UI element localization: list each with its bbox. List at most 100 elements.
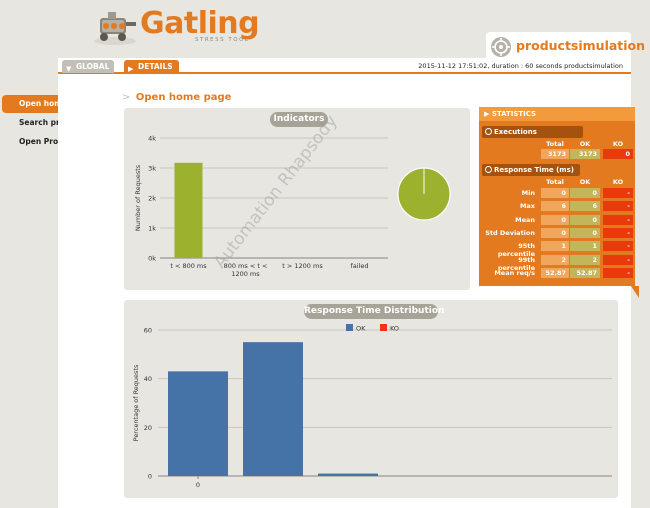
statistics-corner (631, 286, 639, 298)
tab-global-label: GLOBAL (76, 62, 110, 71)
rtd-panel: Response Time Distribution 0 20 40 60 Percen… (124, 300, 618, 498)
indicators-xtick-label: failed (350, 262, 368, 270)
indicators-title: Indicators (270, 112, 328, 127)
response-time-header: Response Time (ms) (482, 164, 580, 176)
rtd-ytick-label: 0 (148, 473, 152, 481)
refresh-icon (485, 128, 492, 135)
stats-row-label: 95th percentile (497, 242, 535, 259)
stats-ok-value: 1 (570, 241, 600, 252)
statistics-title: ▶ STATISTICS (479, 107, 635, 121)
page-title-text: Open home page (135, 92, 232, 103)
indicators-chart: 0k 1k 2k 3k 4k Number of Requests t < 800 ms 80… (134, 135, 451, 278)
stats-column-header: OK (579, 178, 591, 186)
stats-column-header: OK (579, 140, 591, 148)
stats-column-header: KO (612, 178, 624, 186)
main-content: ▼ GLOBAL ▶ DETAILS 2015-11-12 17:51:02, … (58, 58, 639, 508)
rtd-ytick-label: 60 (144, 327, 152, 335)
target-icon (491, 37, 511, 57)
chevron-right-icon: > (122, 92, 131, 103)
rtd-chart: 0 20 40 60 Percentage of Requests OK KO 0 (132, 324, 612, 489)
indicators-bar[interactable] (174, 162, 203, 258)
indicators-xtick-label: t > 1200 ms (282, 262, 323, 270)
stats-ok-value: 52.87 (570, 267, 600, 278)
sidebar-item-open-product[interactable]: Open Product (19, 137, 77, 146)
stats-total-value: 6 (541, 201, 569, 212)
indicators-ytick-label: 0k (148, 255, 156, 263)
stats-ko-value: - (603, 267, 633, 278)
stats-ok-value: 0 (570, 227, 600, 238)
brand-name: Gatling (140, 6, 260, 41)
executions-total-value: 3173 (541, 149, 569, 159)
stats-column-header: KO (612, 140, 624, 148)
executions-ok-value: 3173 (570, 149, 600, 159)
stats-ok-value: 0 (570, 188, 600, 198)
rtd-bar[interactable] (243, 342, 303, 476)
rtd-legend-swatch[interactable] (346, 324, 353, 331)
indicators-ylabel: Number of Requests (134, 164, 142, 231)
indicators-panel: Indicators 0k 1k 2k 3k 4k Number of Requests t… (124, 108, 470, 290)
tab-global[interactable]: ▼ GLOBAL (62, 60, 114, 73)
tab-details-label: DETAILS (138, 62, 173, 71)
rtd-legend-label[interactable]: KO (390, 325, 399, 333)
triangle-down-icon: ▼ (66, 65, 72, 73)
stats-ok-value: 0 (570, 214, 600, 225)
triangle-right-icon: ▶ (484, 110, 492, 118)
stats-column-header: Total (546, 140, 564, 148)
response-time-title: Response Time (ms) (494, 166, 574, 174)
stats-ko-value: - (603, 188, 633, 198)
stats-row-label: 99th percentile (497, 255, 535, 272)
gatling-machine-icon (94, 12, 136, 45)
stats-total-value: 2 (541, 254, 569, 265)
rtd-ylabel: Percentage of Requests (132, 364, 140, 441)
stats-total-value: 0 (541, 188, 569, 198)
stats-column-header: Total (546, 178, 564, 186)
sidebar-item-search-product[interactable]: Search product (19, 118, 84, 127)
rtd-ytick-label: 40 (144, 375, 152, 383)
stats-row-label: Min (521, 189, 535, 197)
tab-bar: ▼ GLOBAL ▶ DETAILS 2015-11-12 17:51:02, … (58, 58, 631, 74)
indicators-ytick-label: 4k (148, 135, 156, 143)
page-title: > Open home page (122, 92, 231, 103)
stats-ko-value: - (603, 201, 633, 212)
simulation-box: productsimulation (486, 32, 645, 60)
executions-title: Executions (494, 128, 537, 136)
gatling-logo[interactable]: Gatling STRESS TOOL (92, 4, 260, 50)
stats-row-label: Max (519, 202, 535, 211)
brand-tagline: STRESS TOOL (195, 37, 250, 43)
indicators-xtick-label: 1200 ms (231, 270, 260, 278)
indicators-ytick-label: 1k (148, 225, 156, 233)
executions-ko-value: 0 (603, 149, 633, 159)
tab-details[interactable]: ▶ DETAILS (124, 60, 179, 73)
stats-ko-value: - (603, 241, 633, 252)
stats-total-value: 1 (541, 241, 569, 252)
stats-total-value: 52.87 (541, 267, 569, 278)
rtd-legend-swatch[interactable] (380, 324, 387, 331)
clock-icon (485, 166, 492, 173)
stats-row-label: Std Deviation (485, 228, 535, 237)
stats-row-label: Mean (515, 215, 535, 224)
stats-ok-value: 2 (570, 254, 600, 265)
rtd-bar[interactable] (318, 473, 378, 476)
run-info: 2015-11-12 17:51:02, duration : 60 secon… (418, 62, 623, 70)
stats-ko-value: - (603, 227, 633, 238)
indicators-xtick-label: t < 800 ms (170, 262, 207, 270)
stats-total-value: 0 (541, 214, 569, 225)
indicators-ytick-label: 3k (148, 165, 156, 173)
statistics-panel: ▶ STATISTICS Executions Total OK KO 3173 317… (479, 107, 635, 286)
rtd-legend-label[interactable]: OK (356, 325, 366, 333)
executions-header: Executions (482, 126, 583, 138)
stats-total-value: 0 (541, 227, 569, 238)
rtd-xtick-label: 0 (196, 481, 200, 489)
indicators-xtick-label: 800 ms < t < (224, 262, 268, 270)
rtd-ytick-label: 20 (144, 424, 152, 432)
stats-ko-value: - (603, 254, 633, 265)
simulation-title: productsimulation (516, 38, 646, 53)
stats-ko-value: - (603, 214, 633, 225)
stats-ok-value: 6 (570, 201, 600, 212)
rtd-title: Response Time Distribution (304, 304, 444, 319)
statistics-title-text: STATISTICS (491, 110, 537, 118)
rtd-bar[interactable] (168, 371, 228, 476)
indicators-ytick-label: 2k (148, 195, 156, 203)
triangle-right-icon: ▶ (128, 65, 134, 73)
stats-row-label: Mean req/s (494, 268, 535, 277)
